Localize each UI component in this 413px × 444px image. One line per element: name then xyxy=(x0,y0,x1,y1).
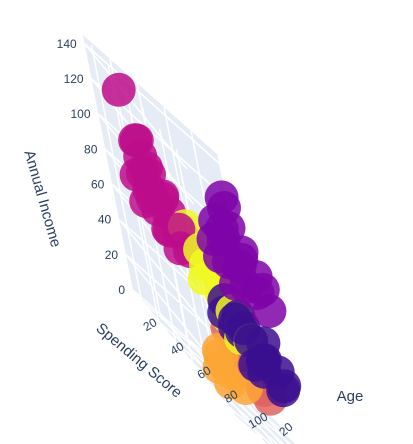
tick-label-income: 140 xyxy=(57,37,77,51)
marker-magenta xyxy=(101,72,136,107)
marker-dark-purple xyxy=(246,326,281,361)
tick-label-income: 20 xyxy=(105,248,119,262)
gridline-age xyxy=(226,404,272,444)
tick-label-income: 40 xyxy=(98,213,112,227)
tick-label-income: 100 xyxy=(70,107,90,121)
gridline-age xyxy=(90,45,143,301)
z-axis-title: Annual Income xyxy=(20,148,64,249)
tick-labels: 0204060801001201402040608010020304050607… xyxy=(57,37,313,444)
gridline-income xyxy=(132,289,236,416)
tick-label-score: 60 xyxy=(195,363,214,382)
data-markers xyxy=(101,72,302,416)
gridline-income xyxy=(84,43,188,170)
tick-label-score: 40 xyxy=(168,339,187,358)
tick-label-score: 20 xyxy=(141,315,160,334)
tick-label-score: 80 xyxy=(222,387,241,406)
tick-label-income: 120 xyxy=(64,72,84,86)
marker-purple xyxy=(252,294,287,329)
gridline-income xyxy=(84,43,221,165)
tick-label-income: 60 xyxy=(91,178,105,192)
x-axis-title: Age xyxy=(337,388,364,405)
gridline-score xyxy=(267,409,297,444)
tick-label-income: 80 xyxy=(84,142,98,156)
marker-dark-purple xyxy=(267,369,302,404)
gridline-income xyxy=(118,219,222,346)
tick-label-income: 0 xyxy=(118,283,125,297)
tick-label-age: 30 xyxy=(293,440,312,444)
